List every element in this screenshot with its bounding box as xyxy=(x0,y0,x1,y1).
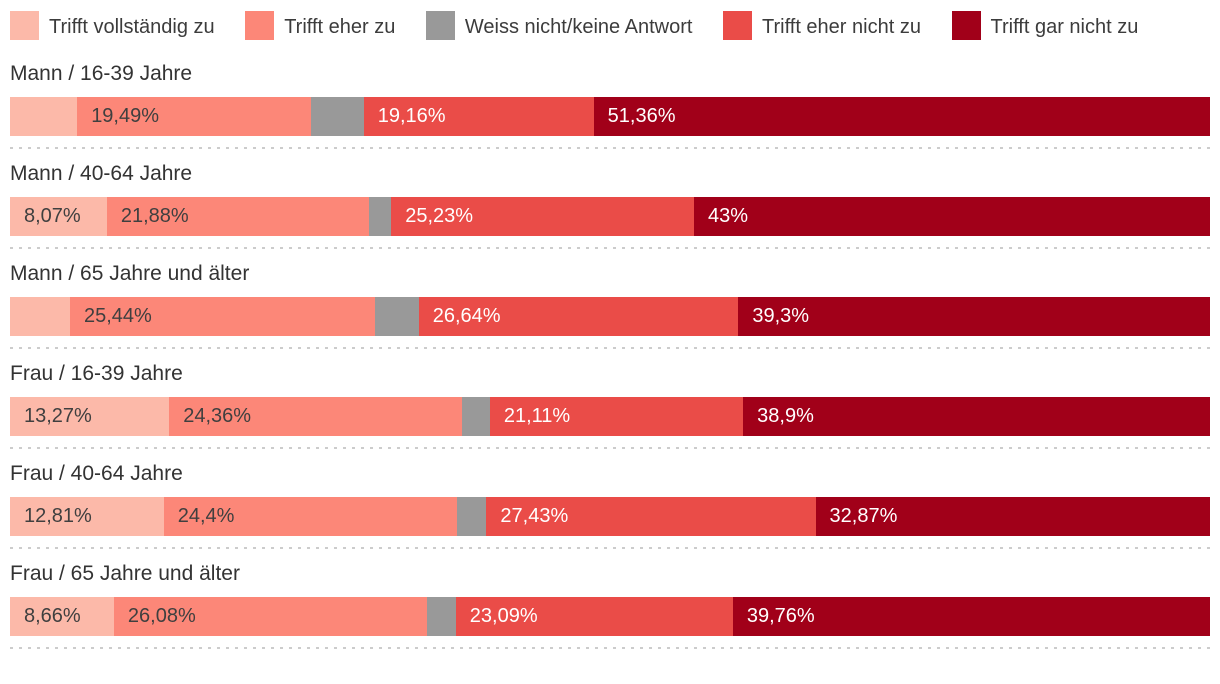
bar-value-label: 8,66% xyxy=(24,605,81,627)
bar-segment xyxy=(10,297,70,336)
bar-group-label: Mann / 40-64 Jahre xyxy=(10,162,193,185)
bar-segment xyxy=(10,97,78,136)
bar-segment: 32,87% xyxy=(815,497,1210,536)
stacked-bar: 19,49% 19,16% 51,36% xyxy=(10,97,1210,136)
bar-row: Frau / 65 Jahre und älter 8,66% 26,08% 23,0… xyxy=(10,561,1210,649)
bar-group-label: Mann / 65 Jahre und älter xyxy=(10,262,250,285)
bar-segment: 13,27% xyxy=(10,397,170,436)
bar-segment: 21,88% xyxy=(106,197,370,236)
bar-value-label: 39,3% xyxy=(752,305,810,327)
bar-segment xyxy=(426,597,456,636)
legend-item: Trifft vollständig zu xyxy=(10,11,215,40)
bar-segment: 8,07% xyxy=(10,197,107,236)
legend-color-swatch xyxy=(10,11,39,40)
bar-value-label: 26,08% xyxy=(127,605,196,627)
bar-value-label: 25,23% xyxy=(405,205,474,227)
bar-segment xyxy=(375,297,419,336)
row-separator xyxy=(10,147,1210,149)
bar-value-label: 24,36% xyxy=(183,405,252,427)
bar-segment: 24,36% xyxy=(169,397,462,436)
stacked-bar: 8,07% 21,88% 25,23% 43% xyxy=(10,197,1210,236)
legend-item: Trifft gar nicht zu xyxy=(951,11,1139,40)
bar-value-label: 51,36% xyxy=(607,105,676,127)
legend-color-swatch xyxy=(245,11,275,40)
bar-segment: 19,49% xyxy=(77,97,312,136)
legend-label: Trifft eher zu xyxy=(284,16,396,38)
bar-segment xyxy=(456,497,487,536)
bar-row: Frau / 16-39 Jahre 13,27% 24,36% 21,11% 38,9… xyxy=(10,361,1210,449)
bar-segment: 8,66% xyxy=(10,597,114,636)
bar-segment: 26,08% xyxy=(113,597,427,636)
legend-item: Trifft eher zu xyxy=(245,11,396,40)
bar-value-label: 24,4% xyxy=(177,505,235,527)
row-separator xyxy=(10,647,1210,649)
bar-segment: 19,16% xyxy=(363,97,594,136)
bar-segment xyxy=(369,197,392,236)
bar-value-label: 8,07% xyxy=(24,205,81,227)
bar-row: Mann / 16-39 Jahre 19,49% 19,16% 51,36% xyxy=(10,61,1210,149)
row-separator xyxy=(10,547,1210,549)
bar-value-label: 38,9% xyxy=(757,405,814,427)
bar-value-label: 43% xyxy=(707,205,748,227)
legend-item: Weiss nicht/keine Antwort xyxy=(425,11,693,40)
bar-segment: 39,3% xyxy=(738,297,1210,336)
bar-segment: 39,76% xyxy=(732,597,1210,636)
legend-label: Trifft eher nicht zu xyxy=(761,16,921,38)
bar-segment: 23,09% xyxy=(455,597,733,636)
bar-value-label: 26,64% xyxy=(432,305,501,327)
bar-value-label: 32,87% xyxy=(829,505,898,527)
bar-value-label: 27,43% xyxy=(500,505,569,527)
legend-label: Weiss nicht/keine Antwort xyxy=(464,16,693,38)
legend-color-swatch xyxy=(722,11,752,40)
legend-label: Trifft gar nicht zu xyxy=(990,16,1139,38)
bar-group-label: Frau / 16-39 Jahre xyxy=(10,362,183,385)
bar-segment: 25,23% xyxy=(391,197,694,236)
stacked-bar: 25,44% 26,64% 39,3% xyxy=(10,297,1210,336)
bar-group-label: Frau / 65 Jahre und älter xyxy=(10,562,240,585)
bar-segment: 12,81% xyxy=(10,497,164,536)
bar-value-label: 23,09% xyxy=(469,605,538,627)
stacked-bar: 12,81% 24,4% 27,43% 32,87% xyxy=(10,497,1210,536)
row-separator xyxy=(10,447,1210,449)
bar-segment: 24,4% xyxy=(163,497,457,536)
row-separator xyxy=(10,247,1210,249)
chart-area: Mann / 16-39 Jahre 19,49% 19,16% 51,36% Mann… xyxy=(10,61,1210,649)
bar-segment: 43% xyxy=(693,197,1210,236)
legend: Trifft vollständig zu Trifft eher zu Wei… xyxy=(10,6,1210,49)
legend-item: Trifft eher nicht zu xyxy=(722,11,921,40)
bar-value-label: 21,88% xyxy=(120,205,189,227)
legend-color-swatch xyxy=(951,11,981,40)
bar-value-label: 25,44% xyxy=(84,305,152,327)
bar-value-label: 19,49% xyxy=(91,105,160,127)
bar-segment xyxy=(311,97,364,136)
bar-group-label: Frau / 40-64 Jahre xyxy=(10,462,183,485)
legend-color-swatch xyxy=(425,11,455,40)
bar-value-label: 21,11% xyxy=(503,405,571,427)
bar-row: Mann / 65 Jahre und älter 25,44% 26,64% 39,… xyxy=(10,261,1210,349)
bar-segment: 27,43% xyxy=(486,497,816,536)
bar-segment: 38,9% xyxy=(743,397,1210,436)
bar-value-label: 13,27% xyxy=(24,405,92,427)
bar-segment: 26,64% xyxy=(418,297,739,336)
row-separator xyxy=(10,347,1210,349)
bar-segment: 25,44% xyxy=(70,297,376,336)
stacked-bar: 8,66% 26,08% 23,09% 39,76% xyxy=(10,597,1210,636)
legend-label: Trifft vollständig zu xyxy=(49,16,215,38)
stacked-bar: 13,27% 24,36% 21,11% 38,9% xyxy=(10,397,1210,436)
bar-value-label: 12,81% xyxy=(24,505,92,527)
bar-row: Frau / 40-64 Jahre 12,81% 24,4% 27,43% 32,87… xyxy=(10,461,1210,549)
bar-segment xyxy=(461,397,490,436)
bar-segment: 21,11% xyxy=(489,397,744,436)
bar-group-label: Mann / 16-39 Jahre xyxy=(10,62,193,85)
bar-value-label: 19,16% xyxy=(377,105,446,127)
bar-segment: 51,36% xyxy=(593,97,1210,136)
bar-value-label: 39,76% xyxy=(746,605,815,627)
bar-row: Mann / 40-64 Jahre 8,07% 21,88% 25,23% 43% xyxy=(10,161,1210,249)
